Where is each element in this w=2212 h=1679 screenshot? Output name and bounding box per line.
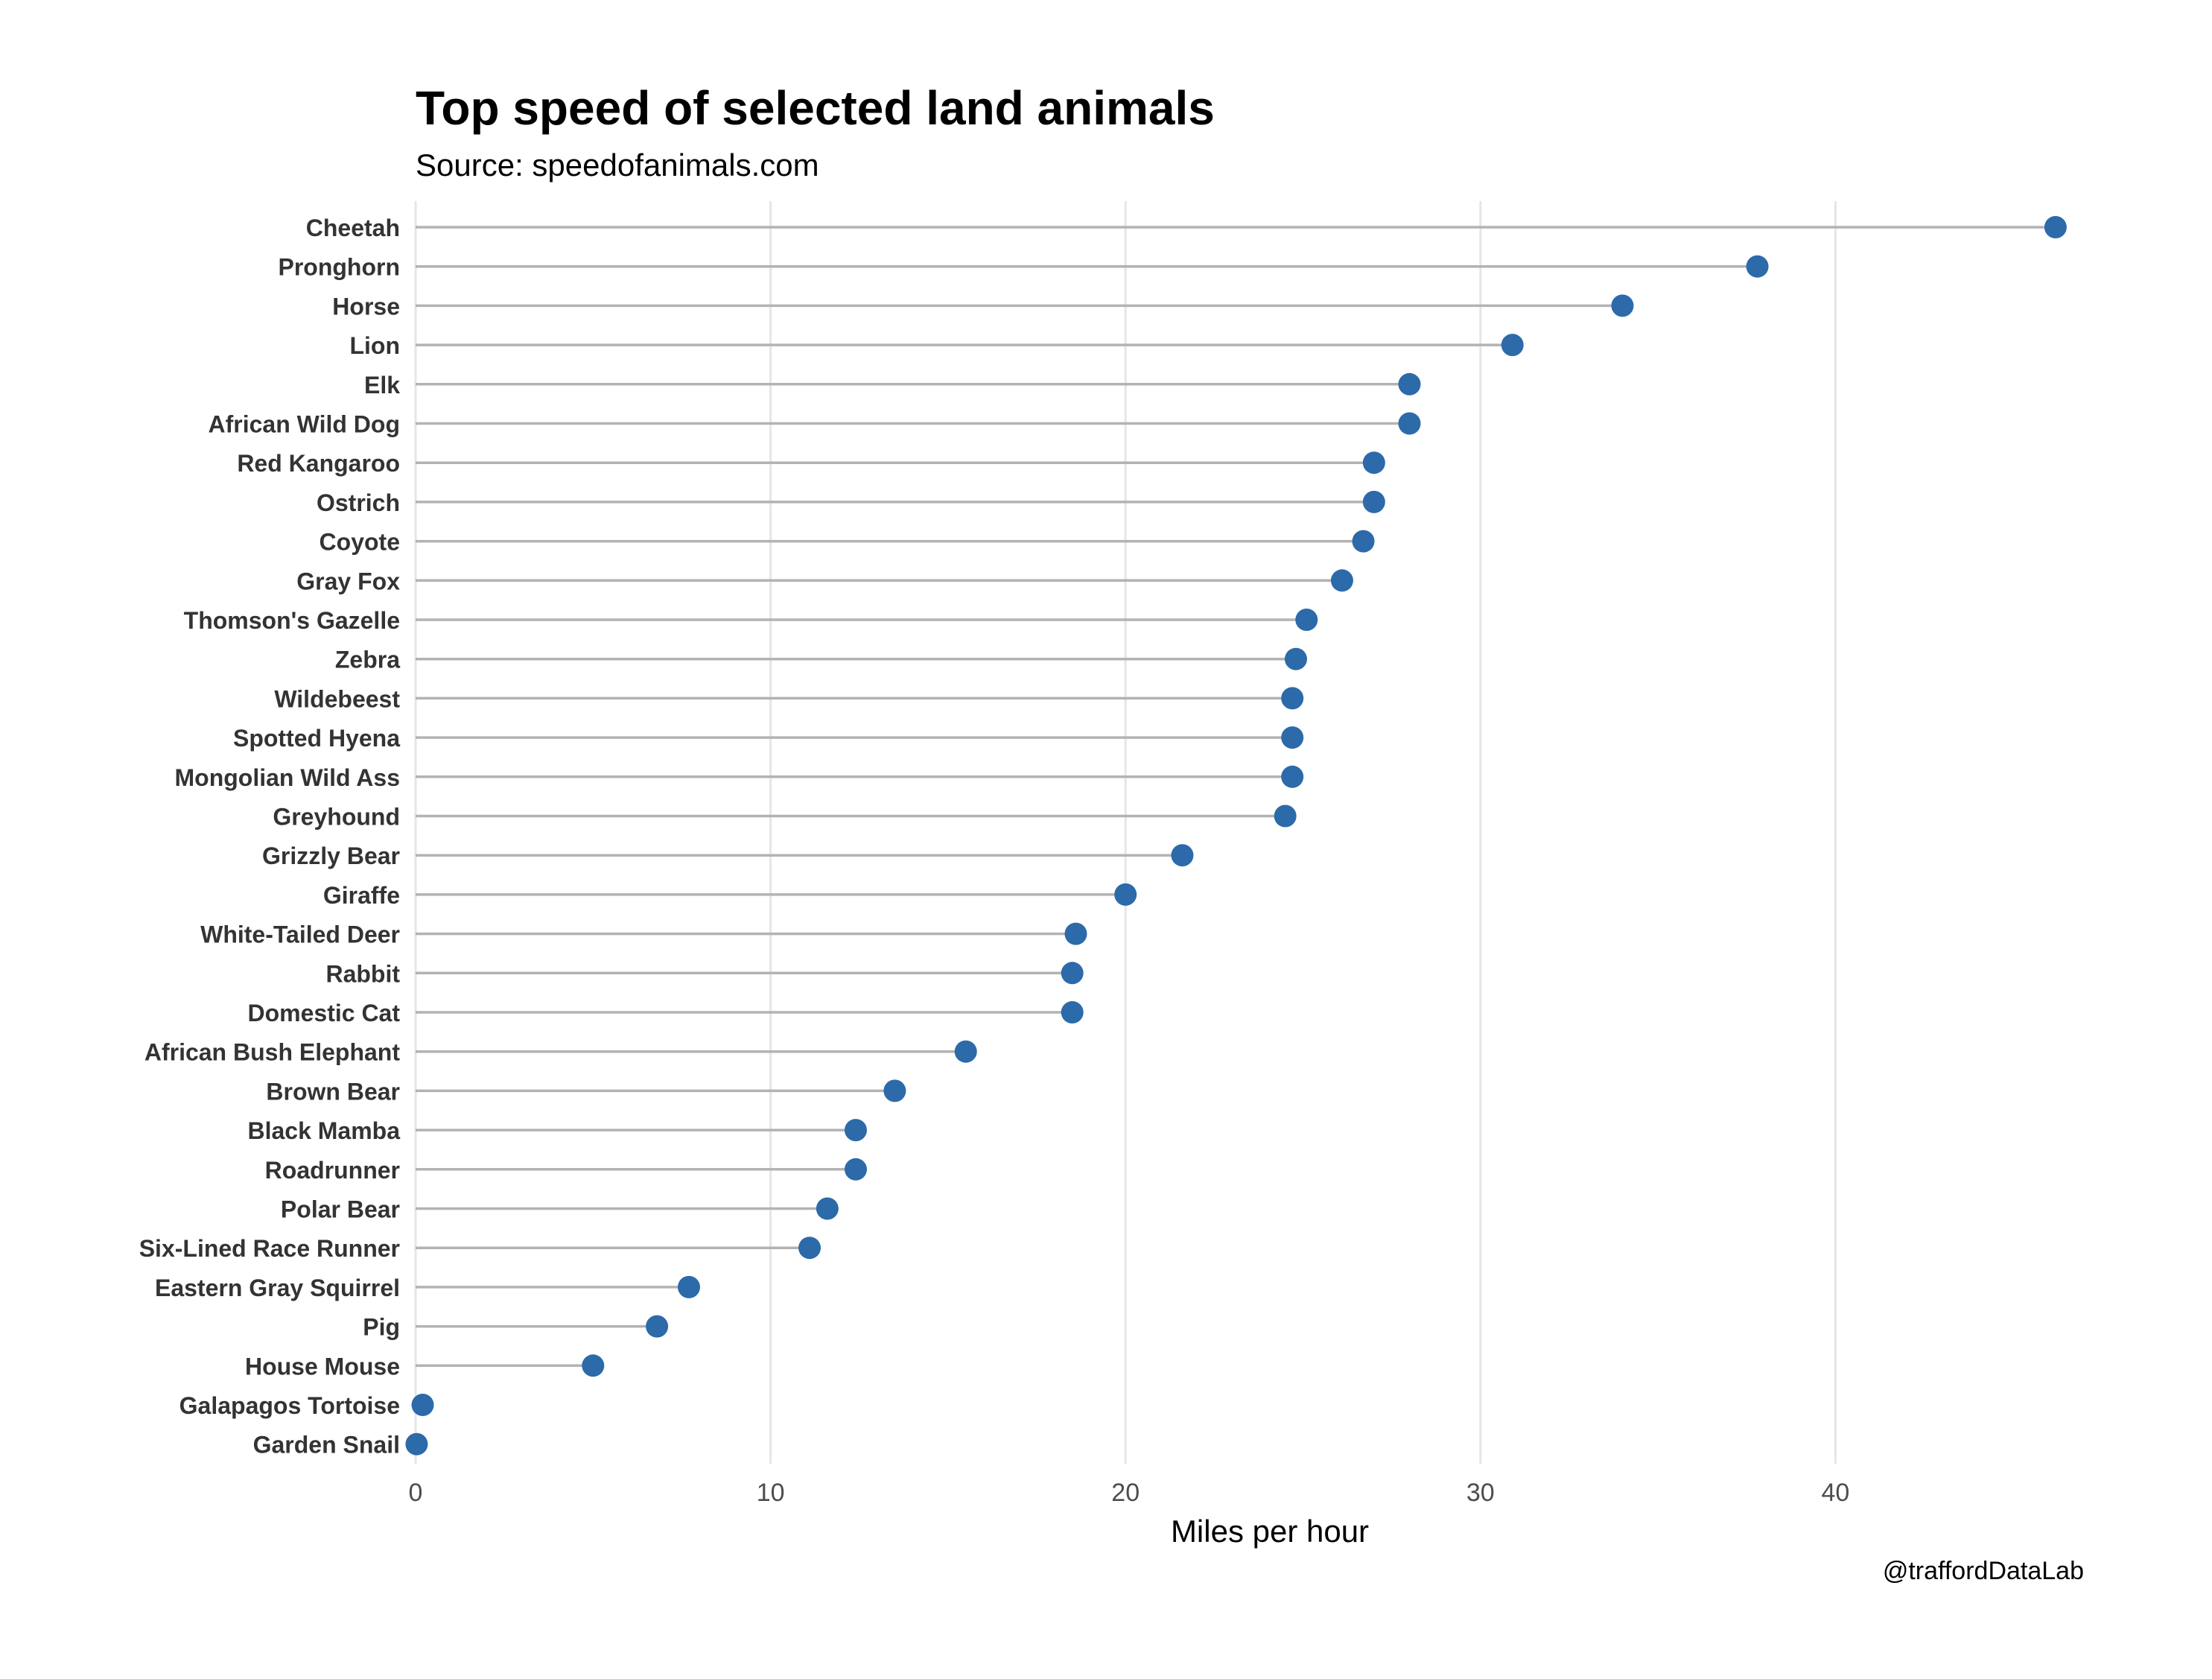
y-category-label: Red Kangaroo: [237, 450, 400, 477]
lollipop-point: [1398, 372, 1421, 396]
lollipop-point: [1064, 922, 1087, 945]
y-category-label: Eastern Gray Squirrel: [155, 1275, 400, 1301]
lollipop-point: [1611, 294, 1634, 317]
y-category-label: Galapagos Tortoise: [179, 1392, 400, 1419]
y-category-label: Rabbit: [325, 960, 400, 987]
y-category-label: Mongolian Wild Ass: [174, 764, 400, 791]
lollipop-point: [1398, 412, 1421, 435]
lollipop-point: [1330, 569, 1353, 592]
lollipop-point: [2044, 216, 2067, 238]
chart-caption: @traffordDataLab: [1882, 1557, 2084, 1585]
y-category-label: White-Tailed Deer: [200, 921, 400, 948]
gridlines: [414, 201, 1837, 1464]
lollipop-point: [1362, 451, 1385, 475]
y-category-label: Roadrunner: [265, 1157, 400, 1184]
y-category-label: Gray Fox: [296, 568, 400, 594]
lollipop-point: [1281, 687, 1304, 710]
category-labels: Cheetah Pronghorn Horse Lion Elk African Wild…: [139, 215, 401, 1459]
lollipop-point: [1746, 255, 1769, 278]
lollipop-point: [1274, 804, 1297, 828]
lollipop-point: [1362, 490, 1385, 513]
y-category-label: Giraffe: [323, 882, 400, 909]
lollipop-marks: [405, 216, 2067, 1456]
y-category-label: Brown Bear: [266, 1078, 400, 1105]
x-axis-ticks: 0 10 20 30 40: [409, 1479, 1850, 1507]
x-tick-label: 40: [1822, 1479, 1850, 1507]
lollipop-point: [1284, 647, 1307, 670]
y-category-label: Coyote: [320, 529, 400, 556]
y-category-label: African Bush Elephant: [144, 1039, 401, 1066]
y-category-label: Spotted Hyena: [233, 725, 400, 752]
y-category-label: Wildebeest: [274, 685, 400, 712]
lollipop-point: [1281, 765, 1304, 788]
y-category-label: House Mouse: [245, 1353, 400, 1380]
chart-title: Top speed of selected land animals: [416, 81, 1215, 135]
y-category-label: African Wild Dog: [209, 411, 400, 438]
y-category-label: Zebra: [335, 647, 400, 673]
y-category-label: Horse: [332, 293, 400, 320]
lollipop-point: [1114, 883, 1137, 906]
lollipop-point: [1352, 530, 1375, 553]
y-category-label: Six-Lined Race Runner: [139, 1235, 400, 1262]
x-tick-label: 0: [409, 1479, 423, 1507]
lollipop-point: [816, 1197, 839, 1220]
y-category-label: Black Mamba: [247, 1117, 400, 1144]
lollipop-point: [1061, 962, 1084, 985]
chart-subtitle: Source: speedofanimals.com: [416, 147, 819, 182]
y-category-label: Domestic Cat: [248, 1000, 401, 1026]
y-category-label: Ostrich: [317, 489, 400, 516]
lollipop-point: [677, 1275, 700, 1298]
y-category-label: Pig: [363, 1314, 400, 1341]
y-category-label: Lion: [349, 332, 400, 359]
y-category-label: Elk: [364, 372, 400, 399]
y-category-label: Greyhound: [273, 804, 400, 831]
y-category-label: Grizzly Bear: [262, 842, 400, 869]
lollipop-point: [844, 1119, 867, 1142]
y-category-label: Cheetah: [306, 215, 400, 241]
lollipop-point: [883, 1079, 906, 1102]
lollipop-point: [844, 1158, 867, 1181]
x-tick-label: 10: [757, 1479, 785, 1507]
x-tick-label: 20: [1111, 1479, 1140, 1507]
lollipop-point: [1281, 726, 1304, 749]
lollipop-point: [405, 1432, 428, 1456]
lollipop-point: [411, 1394, 434, 1416]
lollipop-point: [798, 1237, 821, 1260]
x-tick-label: 30: [1466, 1479, 1495, 1507]
y-category-label: Thomson's Gazelle: [184, 607, 400, 634]
lollipop-point: [954, 1040, 977, 1063]
lollipop-point: [1061, 1001, 1084, 1023]
y-category-label: Garden Snail: [253, 1432, 400, 1459]
lollipop-point: [646, 1315, 669, 1338]
y-category-label: Pronghorn: [278, 254, 400, 281]
y-category-label: Polar Bear: [281, 1196, 400, 1223]
x-axis-label: Miles per hour: [1171, 1514, 1369, 1549]
lollipop-point: [1295, 609, 1318, 631]
lollipop-point: [1171, 844, 1194, 867]
lollipop-point: [1501, 334, 1524, 357]
lollipop-point: [582, 1354, 605, 1377]
